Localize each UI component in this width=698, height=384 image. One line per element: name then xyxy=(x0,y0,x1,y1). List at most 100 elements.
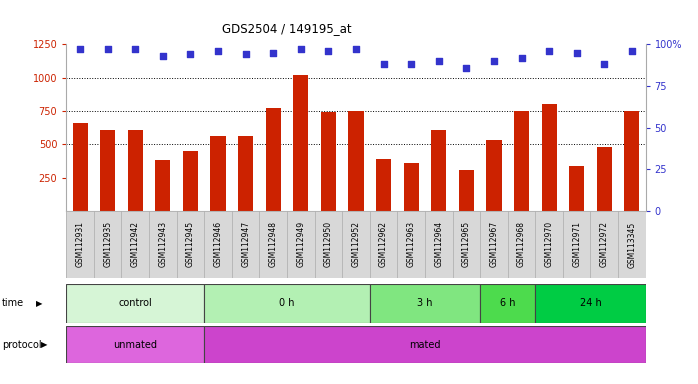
Bar xyxy=(431,130,446,211)
Bar xyxy=(487,141,501,211)
Text: mated: mated xyxy=(409,339,440,350)
Bar xyxy=(376,159,391,211)
Bar xyxy=(260,211,287,278)
Point xyxy=(240,51,251,57)
Bar xyxy=(542,104,557,211)
Bar xyxy=(618,211,646,278)
Point xyxy=(267,50,279,56)
Bar xyxy=(66,284,205,323)
Point xyxy=(571,50,582,56)
Text: GSM112946: GSM112946 xyxy=(214,221,223,267)
Text: control: control xyxy=(119,298,152,308)
Bar xyxy=(73,123,88,211)
Bar xyxy=(535,284,646,323)
Text: GSM112963: GSM112963 xyxy=(407,221,415,267)
Bar xyxy=(205,211,232,278)
Bar xyxy=(66,211,94,278)
Point xyxy=(130,46,141,52)
Point xyxy=(378,61,389,67)
Point xyxy=(322,48,334,54)
Bar xyxy=(205,326,646,363)
Bar xyxy=(177,211,205,278)
Point xyxy=(516,55,527,61)
Point xyxy=(599,61,610,67)
Text: GSM112972: GSM112972 xyxy=(600,221,609,267)
Text: time: time xyxy=(2,298,24,308)
Bar xyxy=(591,211,618,278)
Bar xyxy=(397,211,425,278)
Bar xyxy=(155,160,170,211)
Bar xyxy=(100,130,115,211)
Bar xyxy=(480,211,507,278)
Text: unmated: unmated xyxy=(113,339,157,350)
Point xyxy=(433,58,445,64)
Text: GSM112950: GSM112950 xyxy=(324,221,333,267)
Bar xyxy=(348,111,364,211)
Text: GSM112952: GSM112952 xyxy=(352,221,360,267)
Point xyxy=(157,53,168,59)
Text: ▶: ▶ xyxy=(40,340,47,349)
Bar xyxy=(128,130,143,211)
Bar xyxy=(597,147,612,211)
Bar xyxy=(211,136,225,211)
Bar xyxy=(514,111,529,211)
Text: GSM112943: GSM112943 xyxy=(158,221,168,267)
Text: 0 h: 0 h xyxy=(279,298,295,308)
Text: GSM112942: GSM112942 xyxy=(131,221,140,267)
Text: GSM112970: GSM112970 xyxy=(544,221,554,267)
Bar xyxy=(425,211,452,278)
Bar xyxy=(238,136,253,211)
Bar xyxy=(370,284,480,323)
Text: 3 h: 3 h xyxy=(417,298,433,308)
Bar xyxy=(266,108,281,211)
Point xyxy=(295,46,306,52)
Text: GSM112968: GSM112968 xyxy=(517,221,526,267)
Text: ▶: ▶ xyxy=(36,299,42,308)
Point xyxy=(350,46,362,52)
Bar xyxy=(480,284,535,323)
Point xyxy=(212,48,223,54)
Bar xyxy=(535,211,563,278)
Point xyxy=(102,46,113,52)
Bar xyxy=(94,211,121,278)
Text: GSM112947: GSM112947 xyxy=(241,221,250,267)
Text: GSM112945: GSM112945 xyxy=(186,221,195,267)
Bar xyxy=(507,211,535,278)
Text: 24 h: 24 h xyxy=(579,298,602,308)
Bar xyxy=(403,163,419,211)
Point xyxy=(626,48,637,54)
Text: GSM112971: GSM112971 xyxy=(572,221,581,267)
Text: GSM113345: GSM113345 xyxy=(628,221,637,268)
Bar xyxy=(569,166,584,211)
Point xyxy=(544,48,555,54)
Bar xyxy=(232,211,260,278)
Point xyxy=(461,65,472,71)
Bar xyxy=(205,284,370,323)
Point xyxy=(75,46,86,52)
Bar xyxy=(287,211,315,278)
Bar xyxy=(149,211,177,278)
Bar xyxy=(121,211,149,278)
Bar xyxy=(452,211,480,278)
Point xyxy=(489,58,500,64)
Text: GSM112931: GSM112931 xyxy=(75,221,84,267)
Bar xyxy=(563,211,591,278)
Bar xyxy=(459,170,474,211)
Bar xyxy=(293,75,309,211)
Bar xyxy=(66,326,205,363)
Bar xyxy=(624,111,639,211)
Text: 6 h: 6 h xyxy=(500,298,515,308)
Text: GSM112964: GSM112964 xyxy=(434,221,443,267)
Bar xyxy=(183,151,198,211)
Text: protocol: protocol xyxy=(2,339,42,350)
Text: GSM112935: GSM112935 xyxy=(103,221,112,267)
Bar xyxy=(370,211,397,278)
Bar xyxy=(321,112,336,211)
Point xyxy=(185,51,196,57)
Text: GSM112949: GSM112949 xyxy=(297,221,305,267)
Point xyxy=(406,61,417,67)
Text: GSM112965: GSM112965 xyxy=(462,221,471,267)
Text: GSM112967: GSM112967 xyxy=(489,221,498,267)
Text: GSM112948: GSM112948 xyxy=(269,221,278,267)
Bar xyxy=(342,211,370,278)
